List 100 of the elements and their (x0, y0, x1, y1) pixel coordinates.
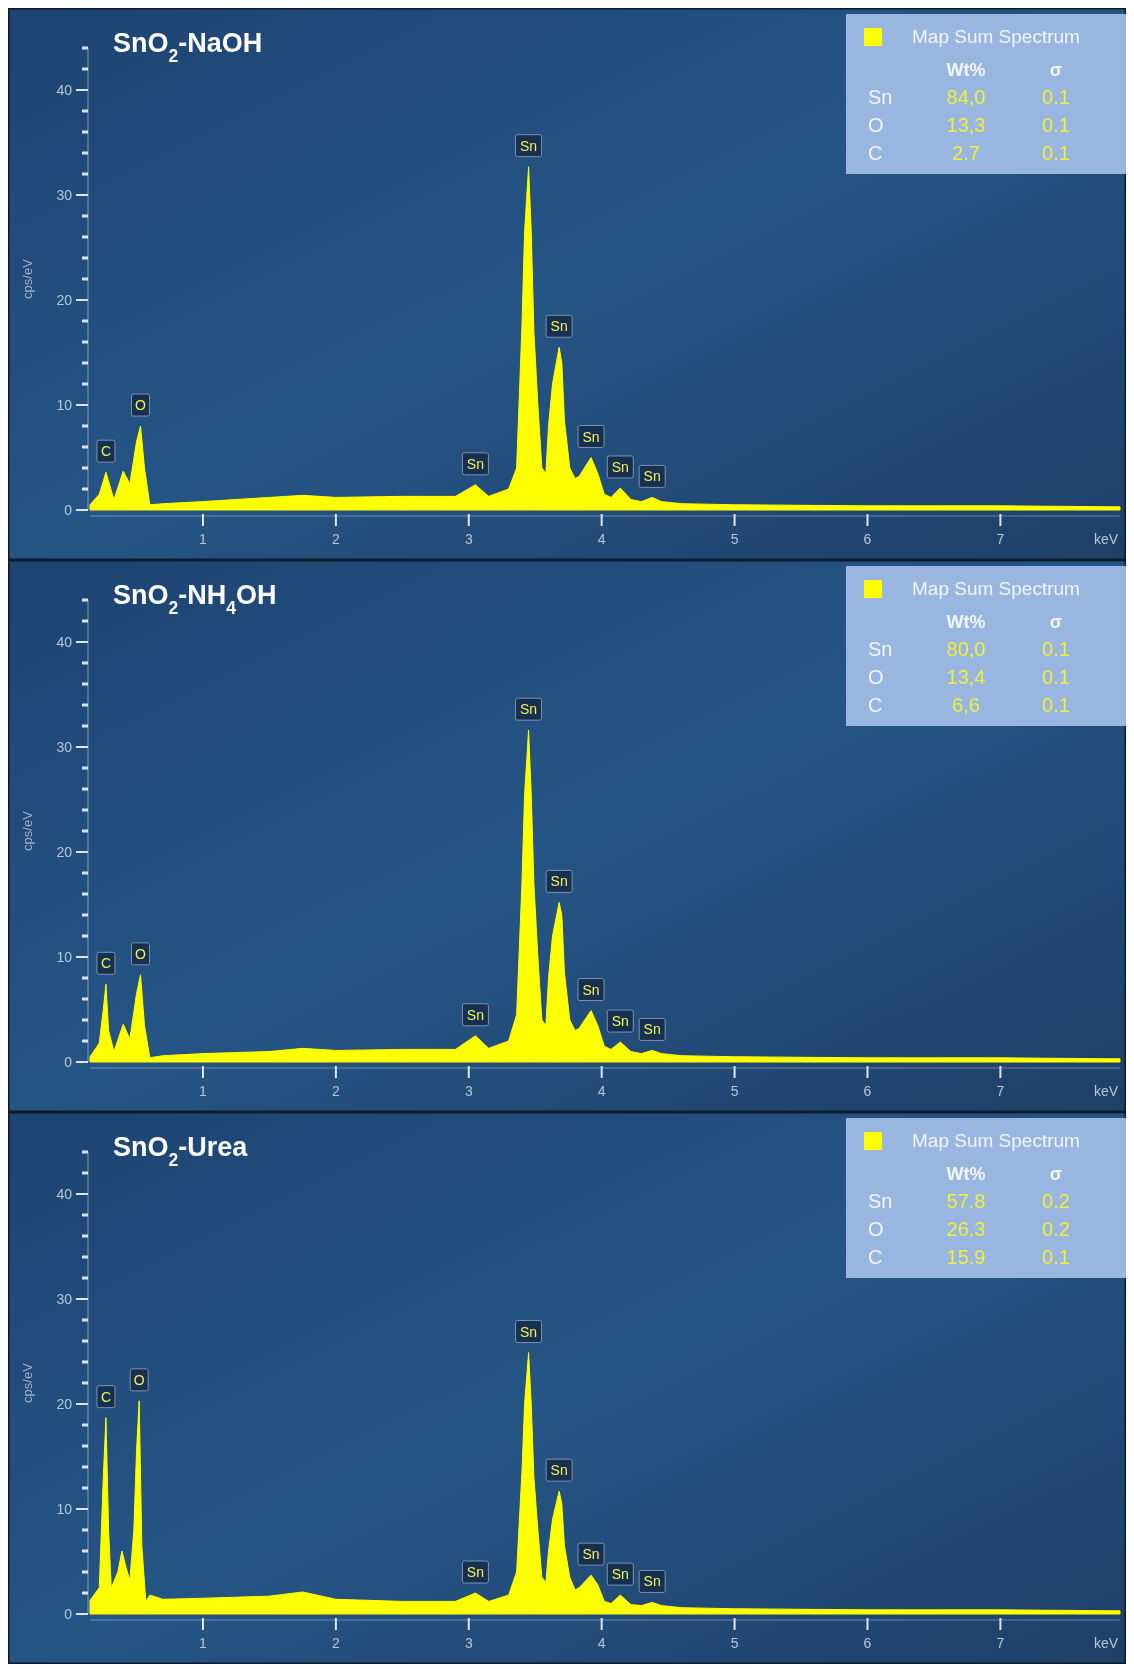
legend-label: Map Sum Spectrum (912, 26, 1080, 47)
x-axis-title: keV (1093, 1083, 1119, 1099)
y-tick-label: 0 (64, 501, 73, 518)
annotation: Wt% (946, 1164, 986, 1184)
annotation: O (135, 945, 147, 962)
annotation: 0.1 (1042, 666, 1070, 688)
y-tick-label: 40 (56, 633, 73, 650)
x-tick-label: 7 (996, 1635, 1005, 1651)
x-tick-label: 5 (730, 1635, 739, 1651)
annotation: C (868, 694, 883, 716)
annotation: Sn (611, 1013, 629, 1030)
x-tick-label: 6 (863, 1083, 872, 1099)
annotation: 57.8 (946, 1190, 986, 1212)
annotation: 0.1 (1042, 86, 1070, 108)
annotation: Sn (582, 428, 600, 445)
y-tick-label: 30 (56, 738, 73, 755)
annotation: Sn (520, 701, 538, 718)
chart-title: SnO$_{2}$-NH$_{4}$OH (113, 580, 277, 618)
y-axis-title: cps/eV (20, 1362, 35, 1403)
annotation: Sn (550, 318, 568, 335)
annotation: Sn (582, 981, 600, 998)
annotation: Sn (466, 455, 484, 472)
annotation: Sn (643, 1573, 661, 1590)
annotation: C (100, 443, 112, 460)
annotation: O (133, 1371, 145, 1388)
x-tick-label: 3 (464, 1083, 473, 1099)
annotation: O (135, 397, 147, 413)
annotation: 0.1 (1042, 142, 1070, 164)
annotation: Sn (582, 1546, 600, 1563)
chart-title: SnO$_{2}$-Urea (113, 1132, 249, 1170)
annotation: O (868, 1218, 884, 1240)
annotation: 13,3 (946, 114, 986, 136)
y-tick-label: 20 (56, 843, 73, 860)
annotation: C (868, 142, 883, 164)
x-tick-label: 3 (464, 531, 473, 547)
annotation: 0.1 (1042, 694, 1070, 716)
x-tick-label: 7 (996, 531, 1005, 547)
annotation: Wt% (946, 60, 986, 80)
x-tick-label: 2 (331, 1635, 340, 1651)
annotation: Sn (550, 873, 568, 890)
annotation: 0.1 (1042, 1246, 1070, 1268)
y-tick-label: 40 (56, 81, 73, 98)
x-tick-label: 5 (730, 531, 739, 547)
annotation: 0.1 (1042, 114, 1070, 136)
annotation: 0.1 (1042, 638, 1070, 660)
x-axis-title: keV (1093, 1635, 1119, 1651)
annotation: Sn (868, 638, 893, 660)
y-tick-label: 30 (56, 186, 73, 203)
annotation: 15.9 (946, 1246, 986, 1268)
y-tick-label: 30 (56, 1290, 73, 1307)
x-tick-label: 1 (199, 1635, 208, 1651)
x-tick-label: 2 (331, 1083, 340, 1099)
annotation: σ (1049, 1164, 1063, 1184)
annotation: Sn (868, 86, 893, 108)
annotation: σ (1049, 612, 1063, 632)
annotation: Sn (643, 1021, 661, 1038)
annotation: 26.3 (946, 1218, 986, 1240)
annotation: O (868, 114, 884, 136)
annotation: Wt% (946, 612, 986, 632)
annotation: 80,0 (946, 638, 986, 660)
annotation: σ (1049, 60, 1063, 80)
annotation: 2.7 (952, 142, 980, 164)
y-tick-label: 0 (64, 1053, 73, 1070)
annotation: 6,6 (952, 694, 980, 716)
x-tick-label: 4 (597, 1635, 606, 1651)
y-axis-title: cps/eV (20, 258, 35, 299)
x-tick-label: 4 (597, 531, 606, 547)
legend-label: Map Sum Spectrum (912, 1130, 1080, 1151)
y-tick-label: 10 (56, 948, 73, 965)
annotation: Sn (611, 458, 629, 475)
annotation: O (868, 666, 884, 688)
y-tick-label: 10 (56, 1500, 73, 1517)
y-tick-label: 20 (56, 291, 73, 308)
annotation: C (100, 955, 112, 972)
x-tick-label: 4 (597, 1083, 606, 1099)
annotation: C (868, 1246, 883, 1268)
annotation: 0.2 (1042, 1190, 1070, 1212)
annotation: Sn (643, 468, 661, 485)
annotation: Sn (611, 1566, 629, 1583)
annotation: Sn (466, 1564, 484, 1580)
x-tick-label: 2 (331, 531, 340, 547)
chart-title: SnO$_{2}$-NaOH (113, 28, 263, 66)
y-tick-label: 10 (56, 396, 73, 413)
y-tick-label: 0 (64, 1605, 73, 1622)
x-tick-label: 3 (464, 1635, 473, 1651)
x-tick-label: 5 (730, 1083, 739, 1099)
x-axis-title: keV (1093, 531, 1119, 547)
x-tick-label: 6 (863, 531, 872, 547)
annotation: Sn (466, 1006, 484, 1023)
annotation: Sn (550, 1462, 568, 1479)
annotation: Sn (520, 137, 538, 154)
legend-label: Map Sum Spectrum (912, 578, 1080, 599)
y-tick-label: 20 (56, 1395, 73, 1412)
annotation: 13,4 (946, 666, 986, 688)
y-tick-label: 40 (56, 1185, 73, 1202)
annotation: 0.2 (1042, 1218, 1070, 1240)
x-tick-label: 1 (199, 1083, 208, 1099)
x-tick-label: 1 (199, 531, 208, 547)
annotation: 84,0 (946, 86, 986, 108)
x-tick-label: 6 (863, 1635, 872, 1651)
